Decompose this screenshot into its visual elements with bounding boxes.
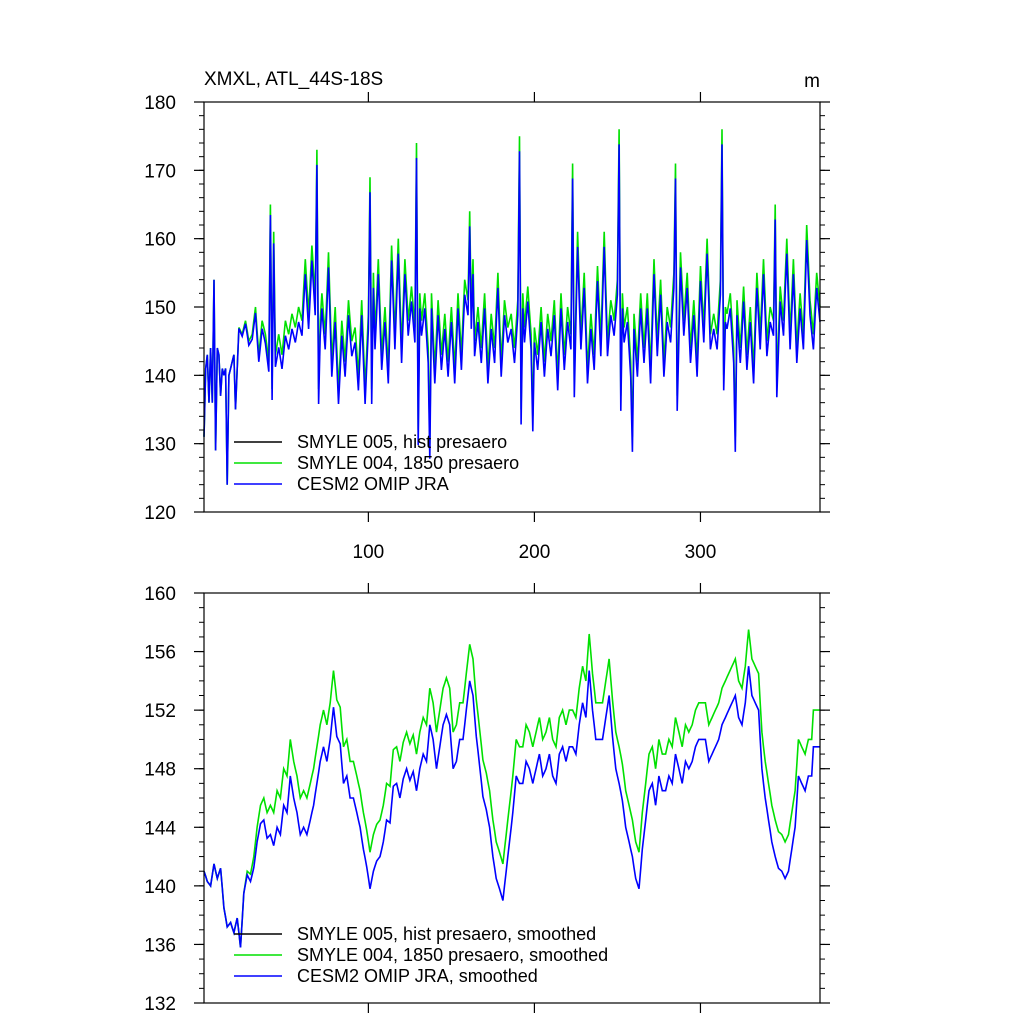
series-line-smyle-004 [203, 629, 820, 948]
bottom-panel: 132 136 140 144 148 152 156 160 SMYLE 005, hist … [144, 583, 830, 1015]
legend-entry-label: SMYLE 005, hist presaero [297, 432, 507, 452]
y-tick-label: 152 [144, 701, 176, 722]
legend-entry-label: SMYLE 004, 1850 presaero, smoothed [297, 945, 608, 965]
y-tick-label: 130 [144, 435, 176, 456]
y-tick-label: 160 [144, 230, 176, 251]
y-tick-label: 150 [144, 298, 176, 319]
legend-entry-label: CESM2 OMIP JRA [297, 474, 449, 494]
chart-title: XMXL, ATL_44S-18S [204, 69, 383, 90]
y-tick-label: 170 [144, 161, 176, 182]
y-tick-label: 180 [144, 93, 176, 114]
legend-entry-label: SMYLE 004, 1850 presaero [297, 453, 519, 473]
series-line-smyle-004 [203, 129, 821, 485]
y-tick-label: 136 [144, 935, 176, 956]
top-panel: XMXL, ATL_44S-18S m 120 130 140 150 160 170 18… [144, 69, 830, 563]
x-tick-label: 200 [519, 542, 551, 563]
units-label: m [804, 71, 820, 92]
y-tick-label: 144 [144, 818, 176, 839]
y-tick-label: 120 [144, 503, 176, 524]
y-tick-label: 140 [144, 877, 176, 898]
y-tick-label: 160 [144, 584, 176, 605]
legend-entry-label: CESM2 OMIP JRA, smoothed [297, 966, 538, 986]
x-tick-label: 100 [353, 542, 385, 563]
y-tick-label: 148 [144, 760, 176, 781]
legend-entry-label: SMYLE 005, hist presaero, smoothed [297, 924, 596, 944]
y-tick-label: 132 [144, 994, 176, 1015]
x-tick-label: 300 [685, 542, 717, 563]
series-line-cesm2-omip-jra [203, 144, 821, 485]
y-tick-label: 140 [144, 366, 176, 387]
y-tick-label: 156 [144, 643, 176, 664]
series-line-cesm2-omip-jra [203, 666, 820, 948]
